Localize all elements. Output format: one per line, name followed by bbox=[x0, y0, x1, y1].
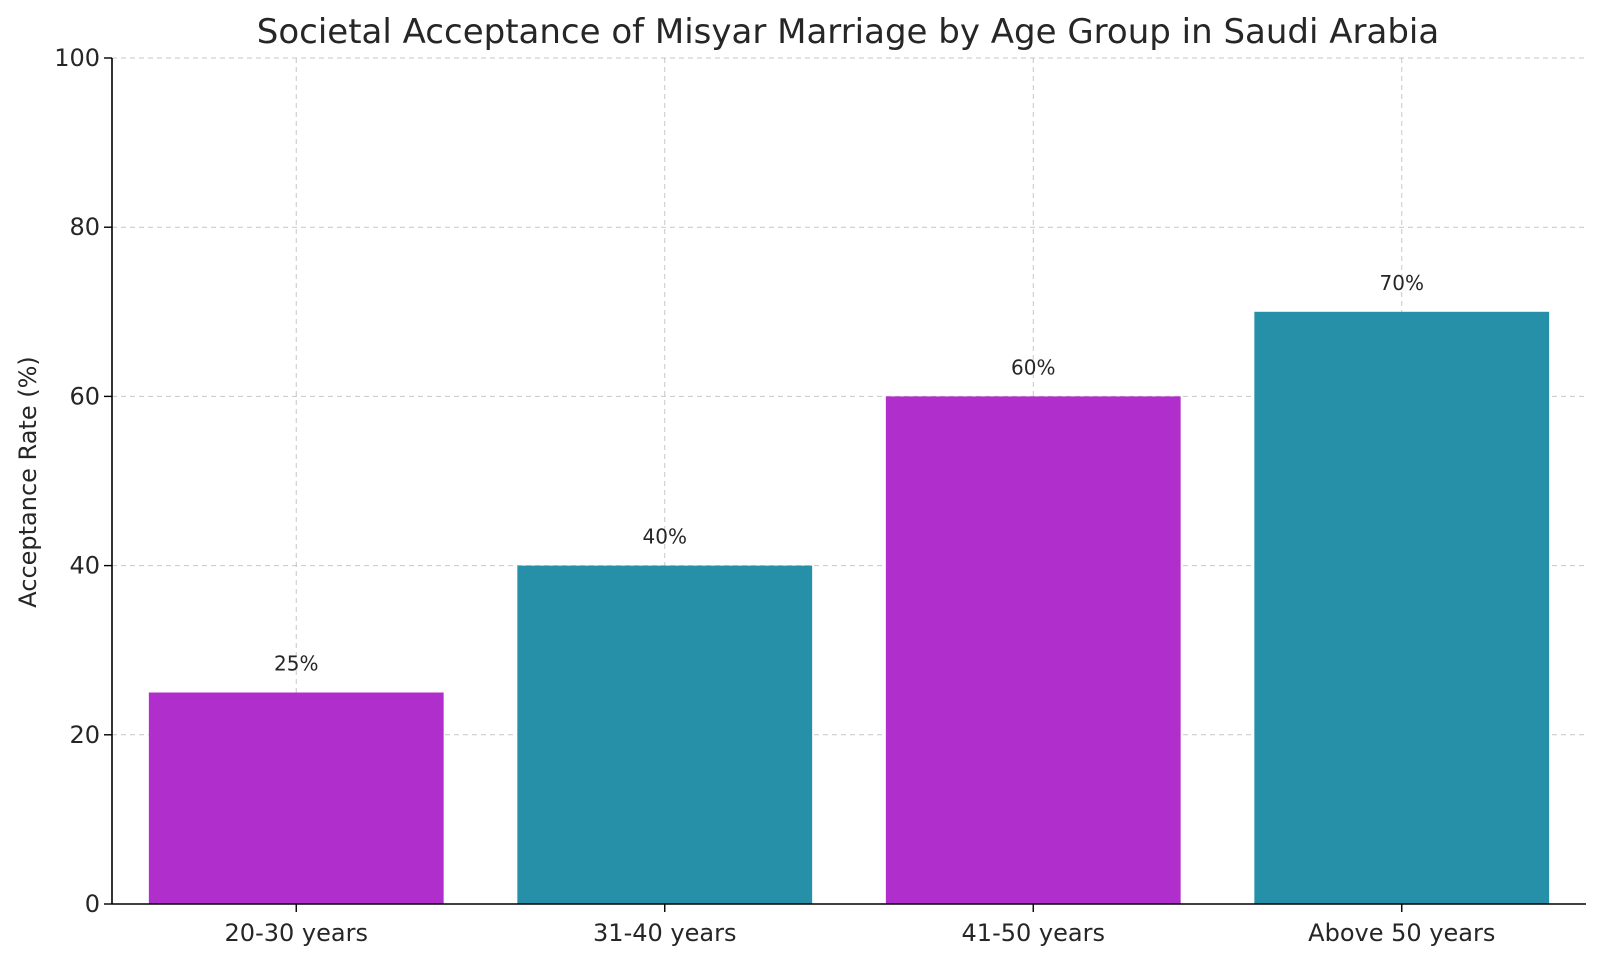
y-axis-label: Acceptance Rate (%) bbox=[14, 356, 42, 608]
axes bbox=[111, 58, 1586, 905]
bar-2 bbox=[885, 396, 1181, 904]
y-tick-label-5: 100 bbox=[54, 44, 100, 72]
y-tick-label-0: 0 bbox=[85, 890, 100, 918]
bars bbox=[148, 311, 1550, 904]
y-tick-label-1: 20 bbox=[69, 721, 100, 749]
y-tick-label-3: 60 bbox=[69, 382, 100, 410]
chart-title: Societal Acceptance of Misyar Marriage b… bbox=[257, 12, 1439, 52]
data-label-3: 70% bbox=[1380, 271, 1424, 295]
y-tick-label-2: 40 bbox=[69, 552, 100, 580]
bar-0 bbox=[148, 692, 444, 904]
data-label-1: 40% bbox=[643, 525, 687, 549]
y-tick-label-4: 80 bbox=[69, 213, 100, 241]
x-tick-label-0: 20-30 years bbox=[225, 919, 368, 947]
x-tick-label-2: 41-50 years bbox=[962, 919, 1105, 947]
x-tick-label-1: 31-40 years bbox=[593, 919, 736, 947]
x-tick-label-3: Above 50 years bbox=[1308, 919, 1495, 947]
data-label-0: 25% bbox=[274, 652, 318, 676]
bar-1 bbox=[517, 565, 813, 904]
tick-labels: 0 20 40 60 80 100 20-30 years 31-40 years 41-50 … bbox=[54, 44, 1495, 947]
data-labels: 25% 40% 60% 70% bbox=[274, 271, 1424, 676]
bar-3 bbox=[1254, 311, 1550, 904]
data-label-2: 60% bbox=[1011, 355, 1055, 379]
